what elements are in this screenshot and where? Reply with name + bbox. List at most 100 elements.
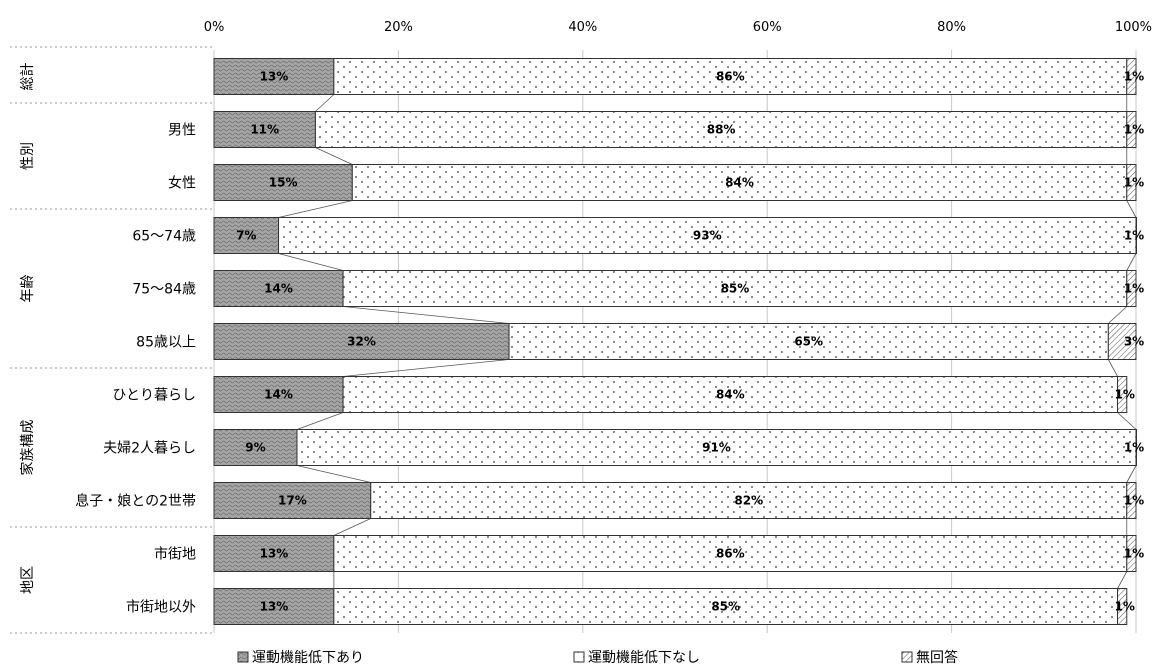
row-label: 女性 [168, 175, 196, 192]
bar-segment [213, 323, 510, 360]
x-axis-ticks: 0% 20% 40% 60% 80% 100% [204, 20, 1152, 35]
data-label: 13% [260, 600, 289, 614]
data-label: 84% [725, 176, 754, 190]
data-label: 65% [794, 335, 823, 349]
bar-segment [213, 535, 335, 572]
x-tick-label: 0% [204, 20, 225, 35]
group-label: 総計 [20, 63, 36, 91]
row-label: 85歳以上 [136, 335, 196, 351]
series-connector-lines [278, 94, 1137, 589]
connector-line [1126, 465, 1137, 483]
bar-segment [213, 217, 280, 254]
bar-segment [333, 588, 1119, 625]
connector-line [333, 518, 371, 536]
bar-segment [1126, 482, 1137, 519]
connector-line [315, 94, 335, 112]
data-label: 1% [1124, 282, 1144, 296]
bar-segment [333, 58, 1128, 95]
data-label: 17% [278, 494, 307, 508]
data-label: 11% [250, 123, 279, 137]
bar-segment [1126, 58, 1137, 95]
bar-segment [1126, 270, 1137, 307]
x-tick-label: 60% [753, 20, 782, 35]
data-label: 82% [734, 494, 763, 508]
data-label: 1% [1124, 547, 1144, 561]
legend-swatch [901, 651, 913, 663]
data-label: 32% [347, 335, 376, 349]
data-label: 86% [716, 70, 745, 84]
connector-line [343, 359, 510, 377]
data-label: 14% [264, 388, 293, 402]
row-label: 息子・娘との2世帯 [75, 493, 196, 510]
bar-segment [1126, 111, 1137, 148]
connector-line [296, 465, 371, 483]
data-label: 1% [1115, 600, 1135, 614]
row-label: 市街地以外 [126, 599, 196, 616]
data-label: 85% [711, 600, 740, 614]
connector-line [1126, 200, 1137, 218]
bar-segment [213, 482, 372, 519]
connector-line [1108, 306, 1128, 324]
data-label: 1% [1124, 176, 1144, 190]
data-label: 3% [1124, 335, 1144, 349]
data-label: 13% [260, 70, 289, 84]
connector-line [343, 306, 510, 324]
data-label: 86% [716, 547, 745, 561]
bar-segment [333, 535, 1128, 572]
bar-segment [213, 58, 335, 95]
legend-swatch [237, 651, 249, 663]
connector-line [1117, 412, 1137, 430]
bar-segment [1135, 429, 1137, 466]
data-label: 1% [1124, 229, 1144, 243]
data-label: 13% [260, 547, 289, 561]
legend-label: 無回答 [916, 649, 958, 666]
connector-line [1126, 253, 1137, 271]
data-label: 85% [721, 282, 750, 296]
row-label: 夫婦2人暮らし [103, 440, 196, 457]
bar-segment [1126, 535, 1137, 572]
data-label: 88% [707, 123, 736, 137]
data-label: 1% [1124, 123, 1144, 137]
bar-segment [296, 429, 1137, 466]
bar-segment [213, 588, 335, 625]
data-label: 93% [693, 229, 722, 243]
legend-swatch [573, 651, 585, 663]
bar-segment [213, 111, 316, 148]
bar-segment [342, 270, 1128, 307]
data-label: 15% [269, 176, 298, 190]
row-label: 男性 [168, 123, 196, 139]
legend: 運動機能低下あり 運動機能低下なし 無回答 [237, 649, 958, 666]
connector-line [315, 147, 353, 165]
x-tick-label: 100% [1115, 20, 1152, 35]
connector-line [278, 200, 353, 218]
data-label: 1% [1115, 388, 1135, 402]
bar-segment [314, 111, 1128, 148]
legend-label: 運動機能低下なし [588, 650, 700, 666]
row-label: ひとり暮らし [112, 388, 196, 404]
data-label: 91% [702, 441, 731, 455]
data-label: 9% [245, 441, 265, 455]
data-label: 1% [1124, 70, 1144, 84]
bar-segment [342, 376, 1119, 413]
data-label: 1% [1124, 494, 1144, 508]
bar-segment [508, 323, 1109, 360]
bar-segment [351, 164, 1128, 201]
connector-line [278, 253, 344, 271]
bar-segment [1107, 323, 1137, 360]
connector-line [1117, 571, 1128, 589]
bar-segment [213, 376, 344, 413]
bar-segment [213, 270, 344, 307]
legend-label: 運動機能低下あり [252, 650, 364, 666]
bar-segment [213, 164, 353, 201]
x-tick-label: 80% [937, 20, 966, 35]
connector-line [1107, 359, 1118, 377]
x-tick-label: 40% [568, 20, 597, 35]
row-label: 65～74歳 [132, 229, 196, 245]
group-label: 性別 [20, 142, 36, 170]
row-label: 75～84歳 [132, 282, 196, 298]
data-label: 84% [716, 388, 745, 402]
bar-segment [1126, 164, 1137, 201]
